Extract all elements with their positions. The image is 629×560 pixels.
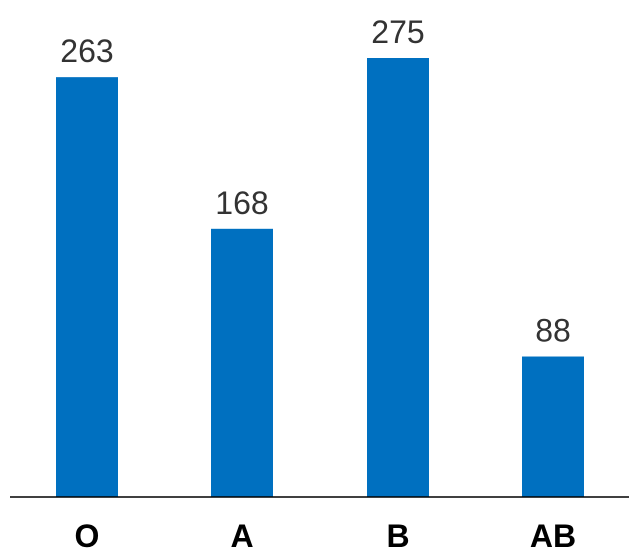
category-label-a: A — [230, 518, 253, 554]
category-labels-group: O A B AB — [75, 518, 577, 554]
bar-a — [211, 228, 273, 497]
bar-o — [56, 77, 118, 497]
bar-b — [367, 58, 429, 497]
data-label-o: 263 — [60, 33, 113, 69]
category-label-b: B — [386, 518, 409, 554]
category-label-ab: AB — [530, 518, 576, 554]
value-labels-group: 263 168 275 88 — [60, 14, 570, 349]
bars-group — [56, 58, 584, 497]
bar-ab — [522, 356, 584, 497]
data-label-ab: 88 — [535, 313, 571, 349]
category-label-o: O — [75, 518, 100, 554]
data-label-a: 168 — [215, 185, 268, 221]
data-label-b: 275 — [371, 14, 424, 50]
